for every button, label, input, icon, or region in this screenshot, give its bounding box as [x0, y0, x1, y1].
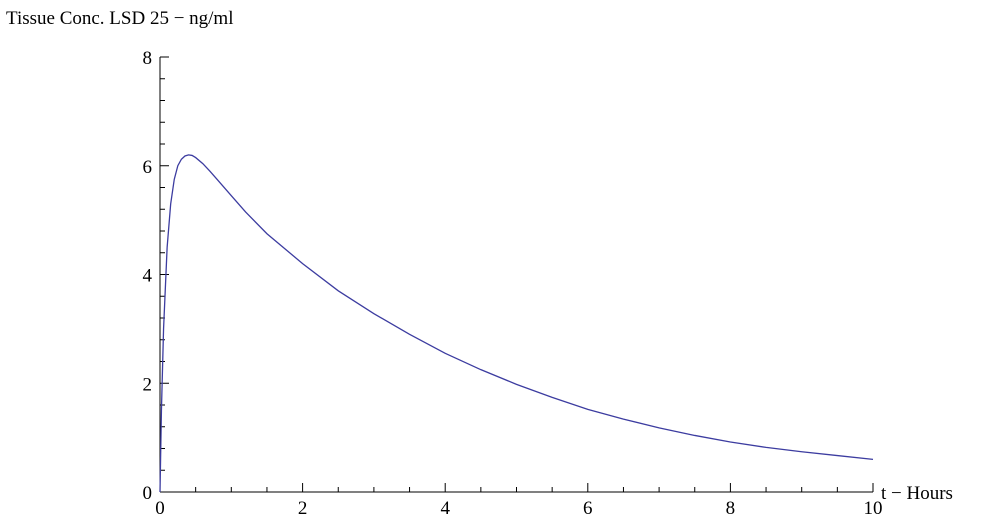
- y-axis-ticks: 0 2 4 6 8: [143, 48, 169, 504]
- y-axis-label: Tissue Conc. LSD 25 − ng/ml: [6, 8, 234, 29]
- y-tick-label: 4: [143, 266, 153, 287]
- x-tick-label: 0: [155, 498, 165, 519]
- y-tick-label: 0: [143, 483, 153, 504]
- y-tick-label: 6: [143, 157, 153, 178]
- x-axis-ticks: 0 2 4 6 8 10: [155, 483, 883, 519]
- y-tick-label: 2: [143, 374, 153, 395]
- x-tick-label: 2: [298, 498, 308, 519]
- x-tick-label: 10: [864, 498, 883, 519]
- x-tick-label: 4: [440, 498, 450, 519]
- x-tick-label: 6: [583, 498, 593, 519]
- y-tick-label: 8: [143, 48, 153, 69]
- x-tick-label: 8: [726, 498, 736, 519]
- x-axis-label: t − Hours: [881, 483, 953, 504]
- concentration-curve: [159, 154, 874, 493]
